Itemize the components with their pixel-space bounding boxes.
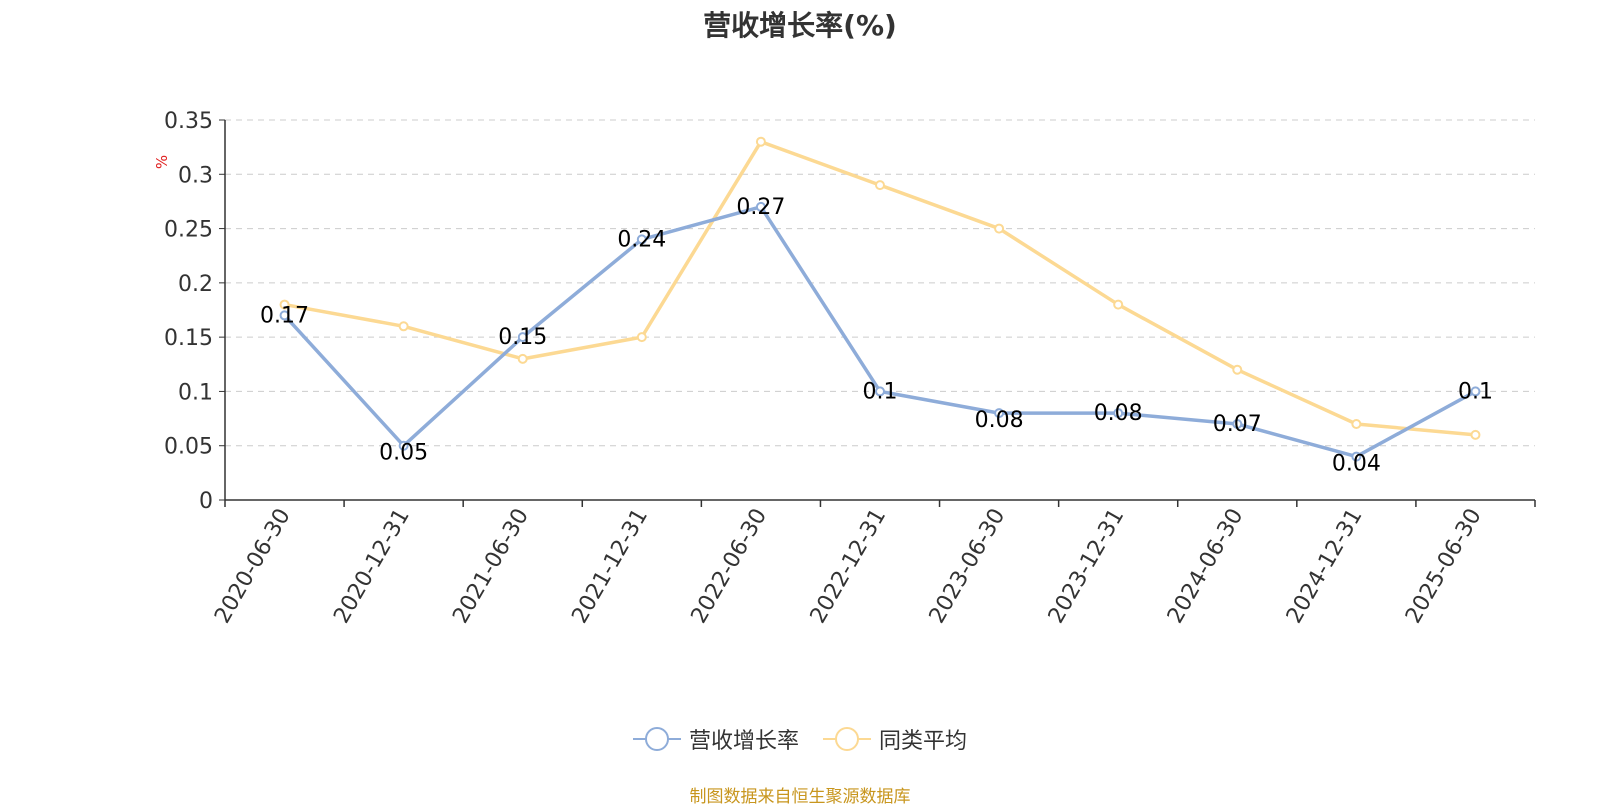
data-label: 0.04: [1332, 452, 1381, 477]
data-point-series-1: [279, 310, 290, 321]
data-label: 0.1: [1458, 379, 1493, 404]
data-point-series-2: [517, 353, 528, 364]
series-line-1: [283, 205, 1477, 459]
data-point-series-2: [1232, 364, 1243, 375]
data-point-series-2: [398, 321, 409, 332]
data-point-series-1: [1232, 419, 1243, 429]
y-tick-label: 0: [199, 489, 213, 514]
legend: 营收增长率 同类平均: [0, 722, 1600, 756]
data-point-series-1: [1470, 386, 1481, 397]
data-label: 0.08: [1094, 401, 1143, 426]
source-footer: 制图数据来自恒生聚源数据库: [689, 787, 911, 807]
data-point-series-2: [636, 332, 647, 343]
data-point-series-1: [636, 234, 647, 245]
data-label: 0.1: [863, 379, 898, 404]
legend-marker-series-1: [632, 727, 681, 751]
data-label: 0.15: [498, 325, 547, 350]
x-tick-label: 2021-12-31: [567, 505, 653, 628]
data-point-series-2: [994, 223, 1005, 234]
y-tick-label: 0.35: [164, 109, 213, 134]
data-label: 0.08: [975, 408, 1024, 433]
data-label: 0.17: [260, 303, 309, 328]
data-point-series-2: [279, 299, 290, 310]
legend-item-series-2[interactable]: 同类平均: [823, 723, 967, 755]
data-point-series-1: [398, 440, 409, 451]
data-point-series-2: [755, 136, 766, 147]
legend-label-series-2: 同类平均: [879, 729, 968, 754]
x-tick-label: 2022-06-30: [687, 505, 773, 628]
y-tick-label: 0.2: [178, 272, 213, 297]
data-label: 0.05: [379, 441, 428, 466]
data-point-series-1: [1113, 408, 1124, 419]
series-lines: [279, 136, 1481, 462]
data-point-series-2: [1351, 419, 1362, 429]
data-point-series-2: [1113, 299, 1124, 310]
data-point-series-1: [517, 332, 528, 343]
y-tick-label: 0.3: [178, 163, 213, 188]
data-point-series-2: [875, 180, 885, 191]
legend-label-series-1: 营收增长率: [688, 729, 799, 754]
x-tick-label: 2025-06-30: [1401, 505, 1487, 628]
data-point-series-1: [994, 408, 1005, 419]
x-tick-label: 2020-12-31: [329, 505, 415, 628]
chart-title: 营收增长率(%): [703, 9, 897, 42]
x-tick-label: 2022-12-31: [806, 505, 892, 628]
y-axis-unit-label: %: [153, 155, 171, 169]
y-tick-label: 0.05: [164, 435, 213, 460]
x-tick-label: 2023-06-30: [925, 505, 1011, 628]
data-label: 0.07: [1213, 412, 1262, 437]
data-point-series-1: [755, 201, 766, 212]
data-point-series-2: [1470, 429, 1481, 440]
data-label: 0.27: [736, 195, 785, 220]
x-tick-label: 2021-06-30: [448, 505, 534, 628]
legend-marker-series-2: [823, 727, 871, 751]
data-labels: 0.17 0.05 0.15 0.24 0.27 0.1 0.08 0.08 0.07 0.04 0…: [260, 195, 1493, 477]
y-tick-label: 0.15: [164, 326, 213, 351]
data-point-series-1: [875, 386, 885, 397]
legend-item-series-1[interactable]: 营收增长率: [632, 723, 799, 755]
data-label: 0.24: [617, 227, 666, 252]
x-tick-label: 2020-06-30: [210, 505, 296, 628]
x-tick-label: 2024-06-30: [1163, 505, 1249, 628]
axes: 0 0.05 0.1 0.15 0.2 0.25 0.3 0.35% 2020-06-30 202…: [153, 109, 1536, 628]
x-tick-label: 2023-12-31: [1044, 505, 1130, 628]
y-tick-label: 0.1: [178, 380, 213, 405]
y-tick-label: 0.25: [164, 218, 213, 243]
data-point-series-1: [1351, 451, 1362, 462]
x-tick-label: 2024-12-31: [1282, 505, 1368, 628]
